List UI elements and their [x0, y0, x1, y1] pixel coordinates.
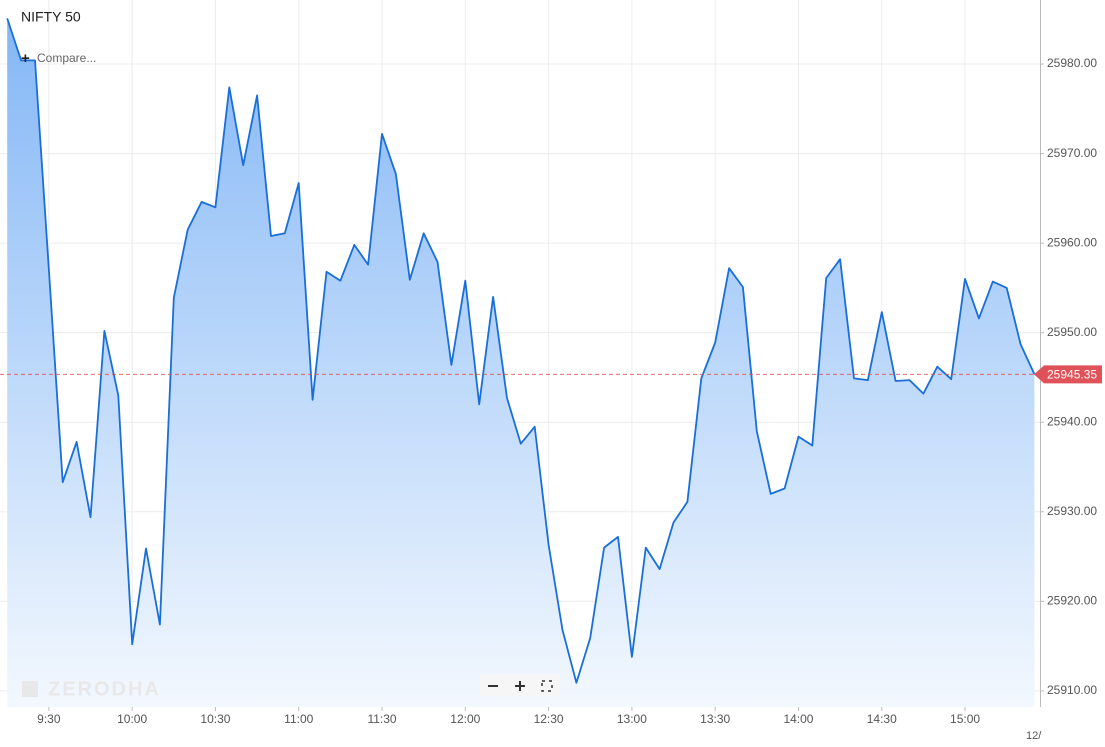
x-tick-label: 10:00	[117, 712, 147, 726]
y-tick-label: 25960.00	[1047, 235, 1097, 249]
chart-title: NIFTY 50	[21, 9, 81, 25]
x-tick-label: 12:00	[450, 712, 480, 726]
compare-plus[interactable]: +	[21, 50, 30, 67]
y-tick-label: 25910.00	[1047, 683, 1097, 697]
y-tick-label: 25970.00	[1047, 146, 1097, 160]
y-tick-label: 25940.00	[1047, 414, 1097, 428]
x-tick-label: 14:00	[783, 712, 813, 726]
zoom-controls	[480, 674, 560, 696]
watermark-logo	[22, 681, 38, 697]
date-label: 12/	[1026, 730, 1042, 742]
x-tick-label: 14:30	[867, 712, 897, 726]
last-price-tag	[1034, 365, 1102, 384]
y-tick-label: 25950.00	[1047, 325, 1097, 339]
y-tick-label: 25930.00	[1047, 504, 1097, 518]
x-tick-label: 11:30	[367, 712, 396, 726]
x-tick-label: 12:30	[534, 712, 564, 726]
compare-button[interactable]: Compare...	[37, 51, 96, 65]
x-tick-label: 13:30	[700, 712, 730, 726]
price-line	[6, 18, 1036, 684]
watermark: ZERODHA	[48, 678, 161, 700]
x-tick-label: 10:30	[200, 712, 230, 726]
x-tick-label: 11:00	[284, 712, 313, 726]
plot-area	[0, 0, 1040, 707]
x-tick-label: 9:30	[37, 712, 61, 726]
area-fill	[7, 18, 1035, 707]
x-tick-label: 15:00	[950, 712, 980, 726]
fullscreen[interactable]	[541, 680, 553, 692]
y-tick-label: 25920.00	[1047, 594, 1097, 608]
last-price-label: 25945.35	[1047, 367, 1097, 381]
x-tick-label: 13:00	[617, 712, 647, 726]
y-tick-label: 25980.00	[1047, 56, 1097, 70]
